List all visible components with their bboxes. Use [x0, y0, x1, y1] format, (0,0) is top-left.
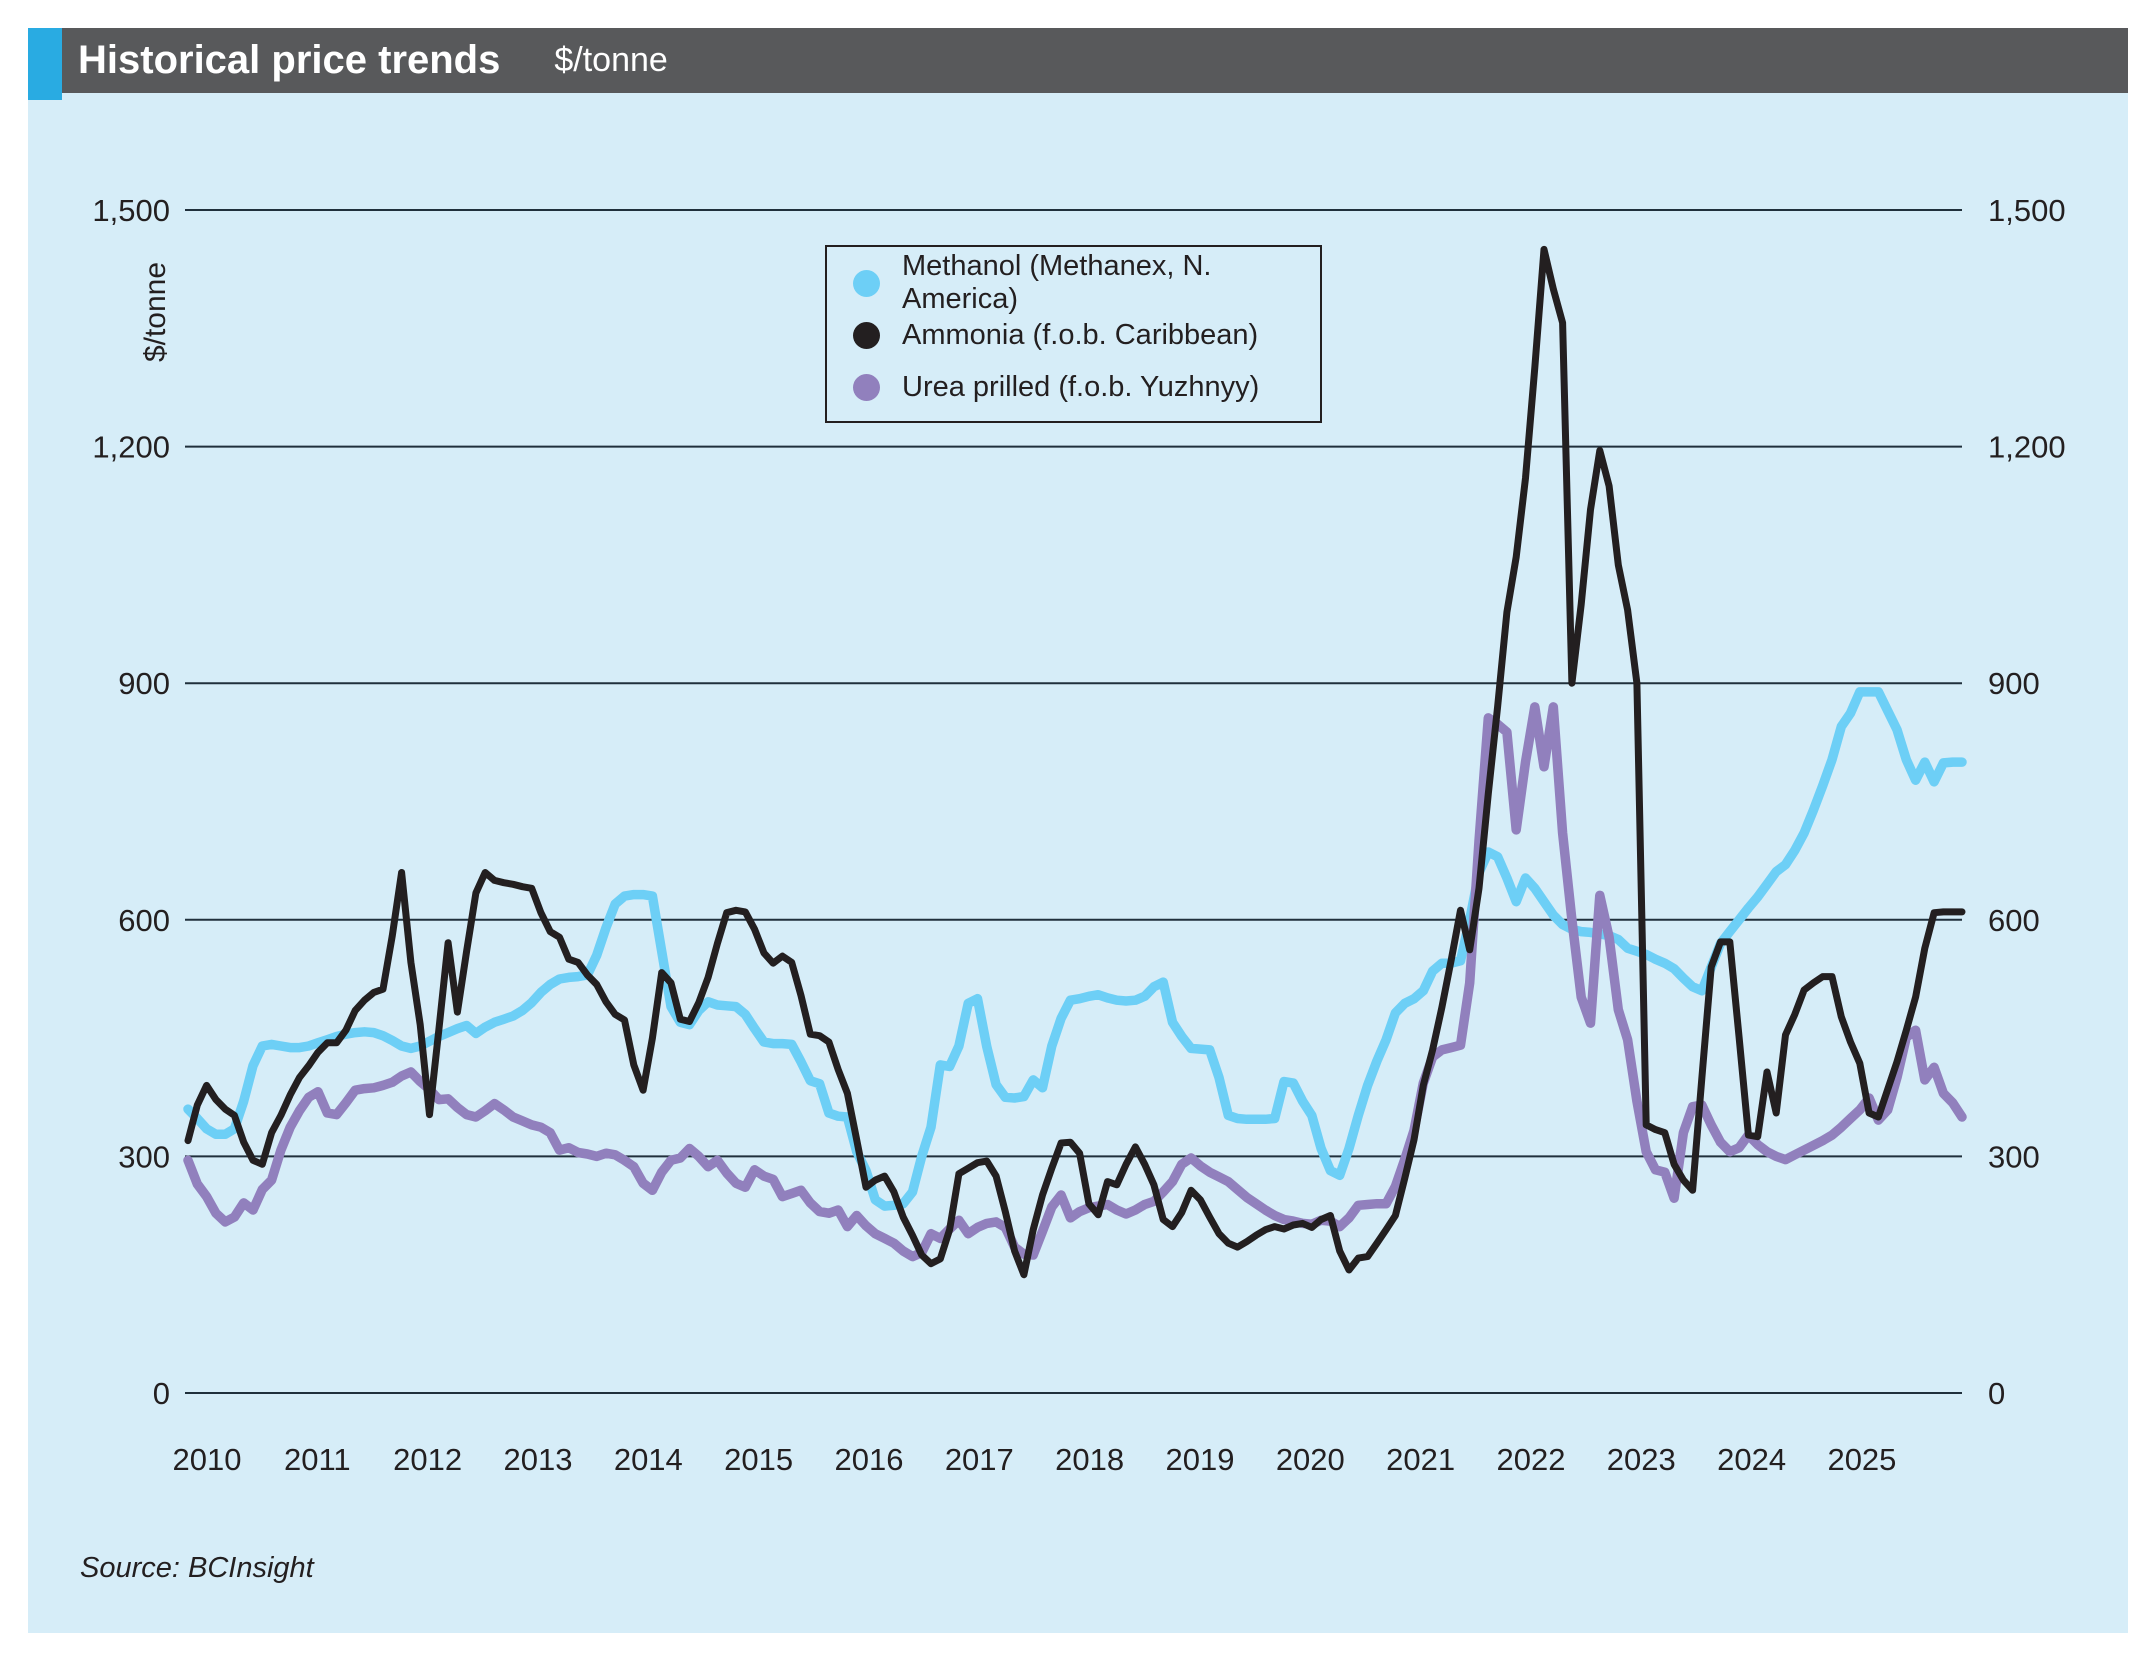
- header-bar: Historical price trends $/tonne: [28, 28, 2128, 93]
- y-tick-left-300: 300: [118, 1139, 170, 1174]
- legend-label-ammonia: Ammonia (f.o.b. Caribbean): [902, 318, 1259, 351]
- x-tick-2013: 2013: [504, 1442, 573, 1477]
- x-tick-2010: 2010: [173, 1442, 242, 1477]
- x-tick-2016: 2016: [834, 1442, 903, 1477]
- legend-item-urea: Urea prilled (f.o.b. Yuzhnyy): [827, 361, 1320, 413]
- x-tick-2020: 2020: [1276, 1442, 1345, 1477]
- legend-item-ammonia: Ammonia (f.o.b. Caribbean): [827, 309, 1320, 361]
- y-tick-right-1200: 1,200: [1988, 430, 2066, 465]
- y-tick-left-0: 0: [153, 1376, 170, 1411]
- x-tick-2014: 2014: [614, 1442, 683, 1477]
- series-line-urea: [183, 702, 1967, 1262]
- legend: Methanol (Methanex, N. America) Ammonia …: [825, 245, 1322, 423]
- x-tick-2022: 2022: [1496, 1442, 1565, 1477]
- y-tick-left-600: 600: [118, 903, 170, 938]
- x-tick-2019: 2019: [1165, 1442, 1234, 1477]
- y-tick-right-0: 0: [1988, 1376, 2005, 1411]
- series-line-ammonia: [184, 245, 1966, 1279]
- y-axis-label: $/tonne: [139, 261, 172, 363]
- y-tick-left-1500: 1,500: [92, 193, 170, 228]
- chart-unit-label: $/tonne: [554, 41, 668, 79]
- y-tick-right-600: 600: [1988, 903, 2040, 938]
- y-tick-right-300: 300: [1988, 1139, 2040, 1174]
- header-accent-square: [28, 28, 62, 100]
- legend-label-urea: Urea prilled (f.o.b. Yuzhnyy): [902, 370, 1260, 403]
- series-line-methanol: [183, 687, 1967, 1211]
- source-note: Source: BCInsight: [80, 1552, 314, 1584]
- x-tick-2011: 2011: [284, 1442, 351, 1477]
- x-tick-2021: 2021: [1386, 1442, 1455, 1477]
- x-tick-2018: 2018: [1055, 1442, 1124, 1477]
- legend-item-methanol: Methanol (Methanex, N. America): [827, 250, 1320, 315]
- x-tick-2015: 2015: [724, 1442, 793, 1477]
- y-tick-left-1200: 1,200: [92, 430, 170, 465]
- x-tick-2023: 2023: [1607, 1442, 1676, 1477]
- methanol-legend-dot-icon: [853, 269, 880, 297]
- x-tick-2017: 2017: [945, 1442, 1014, 1477]
- x-tick-2025: 2025: [1827, 1442, 1896, 1477]
- y-tick-left-900: 900: [118, 666, 170, 701]
- urea-legend-dot-icon: [853, 373, 880, 401]
- chart-title: Historical price trends: [78, 38, 501, 82]
- ammonia-legend-dot-icon: [853, 321, 880, 349]
- legend-label-methanol: Methanol (Methanex, N. America): [902, 250, 1212, 315]
- y-tick-right-900: 900: [1988, 666, 2040, 701]
- x-tick-2012: 2012: [393, 1442, 462, 1477]
- x-tick-2024: 2024: [1717, 1442, 1786, 1477]
- y-tick-right-1500: 1,500: [1988, 193, 2066, 228]
